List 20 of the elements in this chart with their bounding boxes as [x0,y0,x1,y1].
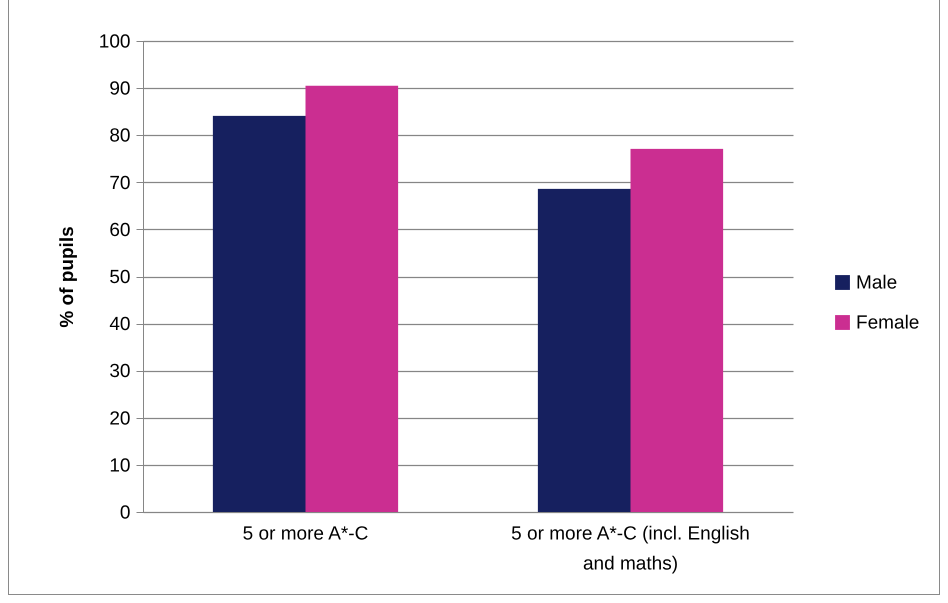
y-tick-label: 20 [109,408,130,430]
y-tick-label: 70 [109,172,130,194]
bar [630,148,724,512]
bar [538,188,630,512]
y-tick-label: 30 [109,361,130,382]
y-tick-label: 60 [109,220,130,241]
y-tick-label: 0 [120,502,130,524]
legend-label: Male [856,272,898,294]
y-tick-label: 100 [98,32,130,52]
x-tick-label: 5 or more A*-C (incl. English and maths) [511,524,750,574]
bar [212,116,306,512]
y-tick-label: 80 [109,126,130,147]
y-tick-label: 10 [109,455,130,476]
y-tick-label: 90 [109,78,130,100]
y-tick-label: 40 [109,314,130,336]
y-axis-title: % of pupils [56,226,78,328]
bar [306,86,398,512]
y-tick-label: 50 [109,267,130,288]
x-tick-label: 5 or more A*-C [242,524,368,544]
legend-label: Female [856,312,920,334]
